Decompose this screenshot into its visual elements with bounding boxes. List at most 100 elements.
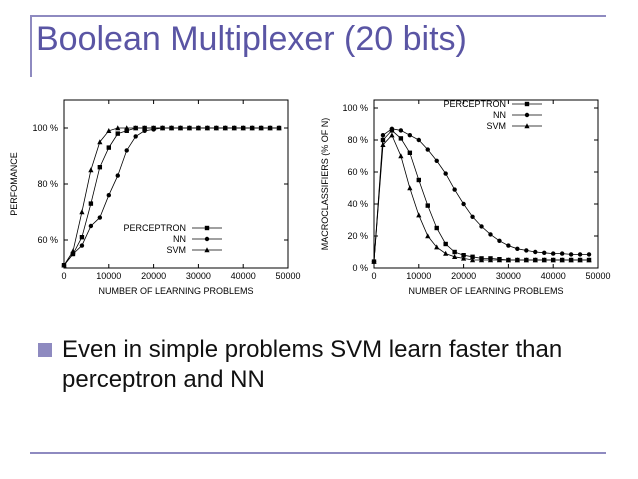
macro-perceptron-point [407,150,413,155]
macro-legend-marker-svm [524,123,530,129]
perf-svm-point [79,209,85,215]
perf-y-tick-label: 60 % [37,235,58,245]
perf-perceptron-point [79,235,85,240]
macro-perceptron-point [425,203,430,208]
macro-svm-point [398,153,404,159]
perf-perceptron-point [97,165,103,170]
macro-nn-line [373,128,589,262]
macro-nn-point [461,201,466,207]
macro-nn-point [425,147,430,152]
macroclassifiers-chart: 0 10000 20000 30000 40000 50000 0 % 20 % 40 % 60 … [318,90,623,300]
performance-chart: 0 10000 20000 30000 40000 50000 60 % 80 % 100 % N… [8,90,313,300]
macro-nn-point [524,248,529,253]
perf-svm-point [159,125,166,131]
perf-svm-point [124,125,130,131]
macro-y-tick-label: 40 % [347,199,368,209]
macro-svm-point [371,258,377,264]
perf-legend-marker-perceptron [204,225,210,231]
macro-svm-point [541,257,547,263]
perf-legend-label-svm: SVM [166,245,186,255]
perf-y-axis-label: PERFOMANCE [9,152,19,216]
perf-x-tick-label: 0 [61,271,66,281]
macro-nn-point [389,126,395,131]
macro-svm-point [469,257,476,263]
perf-x-tick-label: 40000 [231,271,256,281]
macro-svm-point [407,185,413,191]
perf-nn-point [79,243,85,248]
slide-title: Boolean Multiplexer (20 bits) [36,20,467,58]
macro-svm-point [478,257,485,263]
macro-nn-point [380,133,386,138]
perf-svm-point [222,125,228,131]
macro-svm-point [577,257,583,263]
macro-y-tick-label: 20 % [347,231,368,241]
macro-nn-point [568,252,574,257]
macro-x-tick-label: 0 [371,271,376,281]
macro-svm-point [532,257,538,263]
macro-svm-line [373,134,589,262]
top-rule [30,15,606,17]
macro-svm-point [425,233,431,239]
macro-perceptron-point [398,136,404,141]
macro-svm-point [586,257,592,263]
perf-svm-point [97,139,103,145]
macro-nn-point [586,252,592,257]
macro-legend-label-svm: SVM [486,121,506,131]
perf-svm-point [249,125,255,131]
perf-svm-point [186,125,193,131]
perf-svm-point [177,125,184,131]
perf-perceptron-point [115,131,120,136]
perf-svm-point [133,125,139,131]
perf-nn-point [124,148,129,153]
perf-nn-point [115,173,120,178]
macro-nn-point [398,128,404,133]
macro-nn-point [577,252,583,257]
perf-y-tick-label: 100 % [32,123,58,133]
macro-perceptron-point [470,254,475,259]
perf-svm-point [276,125,282,131]
macro-svm-point [505,257,511,263]
perf-svm-point [240,125,246,131]
macro-perceptron-point [452,249,457,255]
perf-svm-point [213,125,219,131]
macro-nn-point [470,214,475,219]
perf-x-tick-label: 50000 [275,271,300,281]
macro-x-tick-label: 50000 [585,271,610,281]
perf-perceptron-point [106,145,111,150]
perf-x-tick-label: 10000 [96,271,121,281]
macro-plot-frame [373,99,599,269]
perf-x-tick-label: 20000 [141,271,166,281]
perf-legend-marker-nn [204,236,210,242]
macro-svm-point [523,257,529,263]
perf-svm-point [267,125,273,131]
macro-y-tick-label: 60 % [347,167,368,177]
perf-perceptron-point [88,201,94,206]
macro-perceptron-point [434,225,439,231]
macro-svm-point [389,132,395,138]
left-rule [30,15,32,77]
macro-nn-point [434,158,439,163]
bottom-rule [30,452,606,454]
perf-svm-point [106,128,112,133]
perf-legend-label-nn: NN [173,234,186,244]
macro-y-axis-label: MACROCLASSIFIERS (% OF N) [320,118,330,251]
macro-svm-point [380,142,386,147]
perf-nn-point [88,223,94,229]
perf-legend-marker-svm [204,247,210,253]
perf-svm-point [115,125,121,131]
macro-y-tick-label: 100 % [342,103,368,113]
macro-x-tick-label: 10000 [406,271,431,281]
macro-x-axis-label: NUMBER OF LEARNING PROBLEMS [408,286,563,296]
perf-svm-point [195,125,201,131]
bullet-text: Even in simple problems SVM learn faster… [62,336,563,393]
macro-nn-point [452,187,457,192]
perf-svm-point [151,125,157,131]
macro-y-tick-label: 0 % [352,263,368,273]
macro-x-tick-label: 20000 [451,271,476,281]
macro-svm-point [461,255,467,261]
macro-perceptron-point [461,253,466,258]
macro-nn-point [407,133,413,138]
perf-svm-point [258,125,264,131]
macro-svm-point [568,257,574,263]
perf-x-axis-label: NUMBER OF LEARNING PROBLEMS [98,286,253,296]
